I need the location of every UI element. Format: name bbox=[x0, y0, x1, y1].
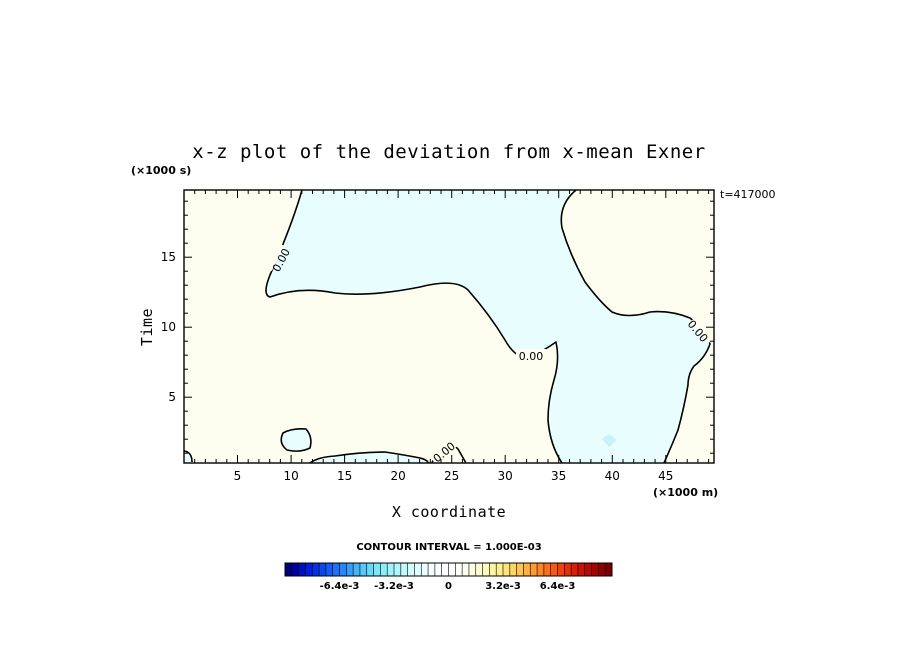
x-tick-label: 20 bbox=[390, 469, 405, 483]
colorbar-swatch bbox=[400, 563, 408, 576]
zero-contour-east bbox=[560, 190, 711, 463]
colorbar-swatch bbox=[523, 563, 531, 576]
colorbar-swatch bbox=[298, 563, 306, 576]
colorbar-frame bbox=[284, 562, 613, 577]
colorbar-label: -3.2e-3 bbox=[374, 581, 414, 592]
colorbar-swatch bbox=[346, 563, 354, 576]
colorbar-swatch bbox=[482, 563, 490, 576]
colorbar-swatch bbox=[434, 563, 442, 576]
colorbar-swatch bbox=[421, 563, 429, 576]
y-unit-label: (×1000 s) bbox=[131, 164, 191, 177]
colorbar-swatch bbox=[428, 563, 436, 576]
colorbar-swatch bbox=[312, 563, 320, 576]
contour-label: 0.00 bbox=[519, 350, 544, 363]
colorbar-swatch bbox=[414, 563, 422, 576]
axis-ticks: 5 10 15 20 25 30 35 40 45 5 10 15 bbox=[161, 190, 714, 483]
chart-title: x-z plot of the deviation from x-mean Ex… bbox=[192, 141, 705, 163]
zero-contour-main bbox=[265, 190, 563, 463]
colorbar-swatch bbox=[537, 563, 545, 576]
colorbar-swatch bbox=[475, 563, 483, 576]
x-axis-label: X coordinate bbox=[392, 503, 506, 521]
colorbar-swatch bbox=[359, 563, 368, 576]
colorbar-swatch bbox=[584, 563, 592, 576]
colorbar-swatch bbox=[332, 563, 340, 576]
colorbar-swatch bbox=[291, 563, 299, 576]
colorbar-swatch bbox=[394, 563, 402, 576]
x-tick-label: 25 bbox=[444, 469, 459, 483]
y-tick-label: 10 bbox=[161, 320, 176, 334]
colorbar-swatch bbox=[557, 563, 565, 576]
colorbar-swatch bbox=[605, 563, 613, 576]
colorbar-swatch bbox=[441, 563, 449, 576]
colorbar-swatch bbox=[543, 563, 551, 576]
colorbar-swatch bbox=[407, 563, 415, 576]
colorbar-swatch bbox=[325, 563, 333, 576]
x-tick-label: 10 bbox=[283, 469, 298, 483]
colorbar-swatch bbox=[564, 563, 572, 576]
x-tick-label: 5 bbox=[234, 469, 242, 483]
colorbar-swatch bbox=[387, 563, 395, 576]
colorbar-swatch bbox=[380, 563, 388, 576]
time-stamp: t=417000 bbox=[720, 188, 776, 201]
x-tick-label: 45 bbox=[658, 469, 673, 483]
negative-region-edge bbox=[184, 451, 192, 463]
colorbar-swatch bbox=[489, 563, 497, 576]
colorbar-swatch bbox=[366, 563, 374, 576]
colorbar-label: 0 bbox=[445, 581, 452, 592]
colorbar-swatch bbox=[571, 563, 579, 576]
y-tick-label: 5 bbox=[168, 390, 176, 404]
x-tick-label: 40 bbox=[605, 469, 620, 483]
colorbar-swatch bbox=[496, 563, 504, 576]
plot-area: 0.00 0.00 0.00 0.00 5 10 15 20 25 30 35 40 45510… bbox=[161, 189, 720, 483]
colorbar-swatch bbox=[285, 563, 293, 576]
colorbar: -6.4e-3 -3.2e-3 0 3.2e-3 6.4e-3 bbox=[284, 562, 613, 592]
colorbar-swatch bbox=[448, 563, 456, 576]
zero-contour-small bbox=[280, 428, 312, 452]
colorbar-swatch bbox=[550, 563, 558, 576]
colorbar-swatch bbox=[373, 563, 381, 576]
colorbar-swatch bbox=[468, 563, 477, 576]
plot-frame bbox=[183, 189, 715, 464]
colorbar-swatch bbox=[462, 563, 470, 576]
colorbar-swatch bbox=[591, 563, 599, 576]
colorbar-swatch bbox=[598, 563, 606, 576]
colorbar-swatch bbox=[516, 563, 524, 576]
y-axis-label: Time bbox=[138, 308, 156, 346]
colorbar-swatch bbox=[503, 563, 511, 576]
zero-contour-bottom bbox=[309, 451, 429, 463]
colorbar-swatch bbox=[353, 563, 361, 576]
x-tick-label: 15 bbox=[337, 469, 352, 483]
negative-region-main bbox=[266, 190, 710, 463]
negative-patch bbox=[602, 434, 617, 447]
contour-interval-text: CONTOUR INTERVAL = 1.000E-03 bbox=[356, 542, 541, 553]
y-tick-label: 15 bbox=[161, 250, 176, 264]
colorbar-swatch bbox=[455, 563, 463, 576]
colorbar-swatch bbox=[509, 563, 517, 576]
negative-region-small bbox=[281, 428, 311, 452]
colorbar-swatch bbox=[319, 563, 327, 576]
colorbar-swatch bbox=[577, 563, 586, 576]
x-tick-label: 35 bbox=[551, 469, 566, 483]
colorbar-label: 6.4e-3 bbox=[540, 581, 576, 592]
colorbar-swatch bbox=[339, 563, 347, 576]
colorbar-label: -6.4e-3 bbox=[320, 581, 360, 592]
colorbar-label: 3.2e-3 bbox=[485, 581, 521, 592]
zero-contour-edge bbox=[184, 450, 193, 463]
colorbar-swatch bbox=[305, 563, 313, 576]
x-unit-label: (×1000 m) bbox=[653, 486, 718, 499]
colorbar-swatch bbox=[530, 563, 538, 576]
x-tick-label: 30 bbox=[498, 469, 513, 483]
